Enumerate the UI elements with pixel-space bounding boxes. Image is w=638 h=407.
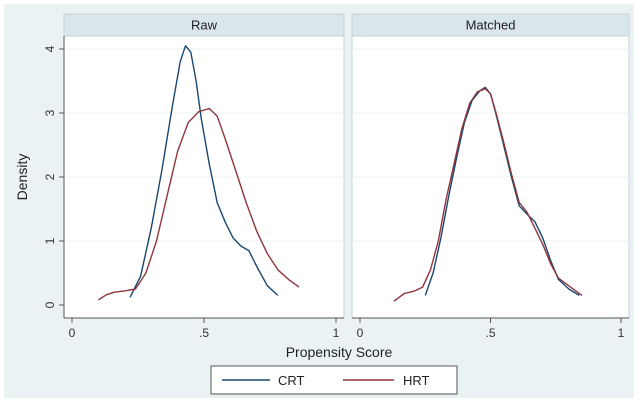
- legend-label-hrt: HRT: [403, 373, 430, 388]
- series-line-hrt: [98, 107, 300, 301]
- panel-title: Raw: [191, 18, 218, 33]
- series-line-hrt: [393, 88, 583, 302]
- y-tick-label: 3: [43, 109, 57, 116]
- x-tick-label: 0: [69, 326, 76, 340]
- series-line-crt: [129, 45, 279, 298]
- y-tick-label: 2: [43, 173, 57, 180]
- x-tick-label: .5: [199, 326, 209, 340]
- x-tick-label: 0: [357, 326, 364, 340]
- x-axis-title: Propensity Score: [286, 344, 393, 360]
- x-tick-label: 1: [618, 326, 625, 340]
- y-axis-title: Density: [14, 154, 30, 201]
- y-tick-label: 4: [43, 45, 57, 52]
- y-tick-label: 1: [43, 237, 57, 244]
- panel-matched: Matched 0 .5 1: [351, 13, 630, 340]
- legend: CRT HRT: [210, 365, 458, 395]
- x-tick-label: 1: [333, 326, 340, 340]
- panel-raw: Raw 0 .5 1: [63, 13, 345, 340]
- y-tick-label: 0: [43, 301, 57, 308]
- x-tick-label: .5: [485, 326, 495, 340]
- panel-title: Matched: [466, 18, 516, 33]
- legend-label-crt: CRT: [278, 373, 305, 388]
